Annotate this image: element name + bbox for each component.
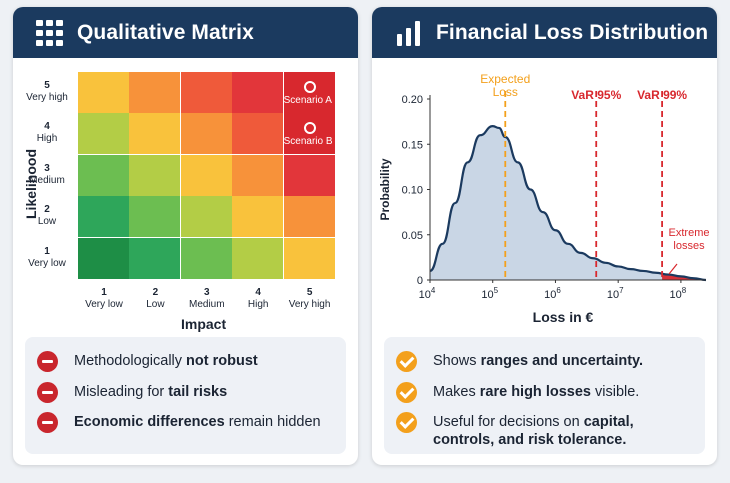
matrix-cell [129, 237, 181, 279]
list-item-text: Economic differences remain hidden [74, 414, 321, 430]
list-item-text: Makes rare high losses visible. [433, 384, 640, 400]
list-item: Economic differences remain hidden [37, 412, 321, 433]
x-axis-title: Loss in € [533, 309, 594, 325]
marker-label: Loss [493, 85, 518, 99]
loss-distribution-panel: Financial Loss Distribution 0 0.05 0.10 0.1… [372, 7, 717, 465]
distribution-area [430, 126, 706, 281]
x-axis-title: Impact [181, 316, 227, 332]
check-circle-icon [396, 412, 417, 433]
list-item: Methodologically not robust [37, 351, 258, 372]
scenario-label: Scenario B [283, 136, 333, 148]
bar-chart-icon [394, 18, 424, 48]
matrix-cell [180, 154, 232, 196]
matrix-cell [283, 196, 335, 238]
matrix-cell [180, 113, 232, 155]
list-item-text: Methodologically not robust [74, 353, 258, 369]
list-item: Misleading for tail risks [37, 382, 228, 403]
impact-tick-label: 2 Low [146, 287, 165, 310]
x-tick-label: 106 [544, 286, 561, 301]
matrix-cell [129, 196, 181, 238]
extreme-losses-annotation: Extreme [669, 227, 710, 239]
marker-label: VaR 99% [637, 88, 687, 102]
grid-icon [35, 18, 65, 48]
y-tick-label: 0.05 [402, 230, 423, 242]
list-item: Makes rare high losses visible. [396, 382, 640, 403]
matrix-cell [180, 196, 232, 238]
matrix-cell [232, 196, 284, 238]
drawbacks-list: Methodologically not robust Misleading fo… [25, 337, 346, 454]
minus-circle-icon [37, 351, 58, 372]
y-tick-label: 0.15 [402, 139, 423, 151]
minus-circle-icon [37, 382, 58, 403]
matrix-cell [129, 113, 181, 155]
annotation-pointer [668, 263, 678, 275]
marker-label: VaR 95% [571, 88, 621, 102]
y-tick-label: 0.10 [402, 185, 423, 197]
list-item-text: Useful for decisions on capital, control… [433, 414, 634, 448]
check-circle-icon [396, 382, 417, 403]
y-tick-label: 0.20 [402, 94, 423, 106]
impact-tick-label: 5 Very high [288, 287, 331, 310]
matrix-cell [180, 237, 232, 279]
list-item: Useful for decisions on capital, control… [396, 412, 695, 449]
benefits-list: Shows ranges and uncertainty. Makes rare … [384, 337, 705, 454]
matrix-cell [78, 154, 129, 196]
impact-tick-label: 1 Very low [85, 287, 123, 310]
scenario-marker [303, 81, 316, 93]
distribution-line [429, 125, 707, 282]
impact-tick-label: 4 High [247, 287, 269, 310]
scenario-label: Scenario A [283, 95, 332, 106]
x-tick-label: 104 [419, 286, 436, 301]
extreme-losses-annotation: losses [673, 240, 705, 252]
panel-header: Qualitative Matrix [13, 7, 358, 58]
panel-title: Financial Loss Distribution [436, 20, 709, 44]
panel-header: Financial Loss Distribution [372, 7, 717, 58]
x-tick-label: 105 [481, 286, 498, 301]
impact-tick-label: 3 Medium [189, 287, 225, 310]
matrix-cell [129, 72, 181, 113]
risk-matrix: Likelihood Impact 5 Very high 4 High 3 Medium… [13, 58, 358, 333]
matrix-cell [78, 237, 129, 279]
loss-distribution-chart: 0 0.05 0.10 0.15 0.20 104 105 106 107 108 Loss in … [378, 72, 710, 325]
minus-circle-icon [37, 412, 58, 433]
likelihood-tick-label: 2 Low [37, 204, 57, 228]
matrix-cell [232, 72, 284, 113]
matrix-cell [232, 113, 284, 155]
likelihood-tick-label: 5 Very high [26, 80, 68, 103]
scenario-marker [303, 122, 316, 135]
y-tick-label: 0 [417, 275, 423, 287]
y-axis-title: Probability [378, 158, 392, 220]
likelihood-tick-label: 3 Medium [29, 162, 65, 186]
qualitative-matrix-panel: Qualitative Matrix Likelihood Impact 5 Ve… [13, 7, 358, 465]
check-circle-icon [396, 351, 417, 372]
list-item-text: Shows ranges and uncertainty. [433, 353, 644, 369]
x-tick-label: 107 [607, 286, 624, 301]
marker-label: Expected [480, 72, 530, 86]
panel-title: Qualitative Matrix [77, 20, 254, 44]
matrix-cell [78, 196, 129, 238]
list-item-text: Misleading for tail risks [74, 384, 228, 400]
matrix-cell [78, 72, 129, 113]
likelihood-tick-label: 4 High [36, 121, 58, 145]
list-item: Shows ranges and uncertainty. [396, 351, 644, 372]
matrix-cell [232, 237, 284, 279]
matrix-cell [283, 154, 335, 196]
matrix-cell [232, 154, 284, 196]
x-tick-label: 108 [670, 286, 687, 301]
likelihood-tick-label: 1 Very low [28, 245, 66, 269]
matrix-cell [180, 72, 232, 113]
matrix-cell [78, 113, 129, 155]
matrix-cell [283, 237, 335, 279]
matrix-cell [129, 154, 181, 196]
